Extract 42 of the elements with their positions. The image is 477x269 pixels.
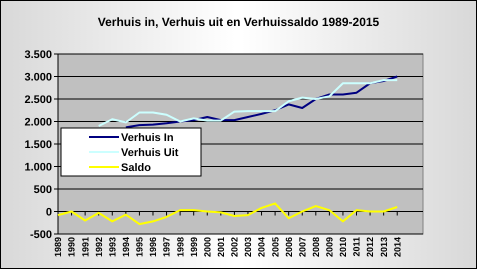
x-tick-label: 2004 [256,237,267,258]
x-tick-label: 2001 [216,237,226,258]
y-tick-label: 2.500 [24,94,52,106]
legend-label: Verhuis In [121,132,174,144]
x-tick-label: 1990 [66,237,77,258]
y-tick-label: -500 [30,228,52,241]
x-tick-label: 2012 [365,237,376,258]
y-tick-label: 3.500 [24,48,52,61]
x-tick-label: 2008 [310,237,321,258]
x-tick-label: 2011 [352,237,362,257]
y-tick-label: 0 [46,206,52,218]
line-series [98,79,398,127]
x-tick-label: 1997 [162,237,172,258]
x-tick-label: 2014 [392,237,402,258]
y-tick-label: 1.500 [24,138,52,151]
x-tick-label: 2007 [297,237,308,258]
x-tick-label: 1998 [175,237,186,258]
y-tick-label: 3.000 [24,71,52,84]
x-tick-label: 2000 [202,237,212,258]
x-tick-label: 1996 [148,237,158,258]
x-tick-label: 1993 [107,237,118,258]
x-tick-label: 2013 [378,237,389,258]
x-tick-label: 1991 [80,237,90,258]
x-tick-label: 1989 [53,237,64,258]
line-series [124,76,398,128]
x-tick-label: 2005 [270,237,280,258]
x-tick-label: 1999 [188,237,199,258]
y-tick-label: 1.000 [24,161,52,174]
x-tick-label: 2010 [338,237,348,258]
x-tick-label: 1994 [120,237,131,258]
x-tick-label: 1992 [94,237,104,258]
y-tick-label: 2.000 [24,116,52,128]
y-tick-label: 500 [34,184,52,196]
x-tick-label: 2003 [243,237,254,258]
x-tick-label: 1995 [134,237,145,258]
line-series [57,202,398,226]
x-tick-label: 2002 [230,237,240,258]
legend-label: Verhuis Uit [121,146,179,159]
chart-title: Verhuis in, Verhuis uit en Verhuissaldo 1989-2015 [98,15,380,29]
x-tick-label: 2006 [284,237,294,258]
legend-label: Saldo [121,162,152,174]
x-tick-label: 2009 [324,237,335,258]
